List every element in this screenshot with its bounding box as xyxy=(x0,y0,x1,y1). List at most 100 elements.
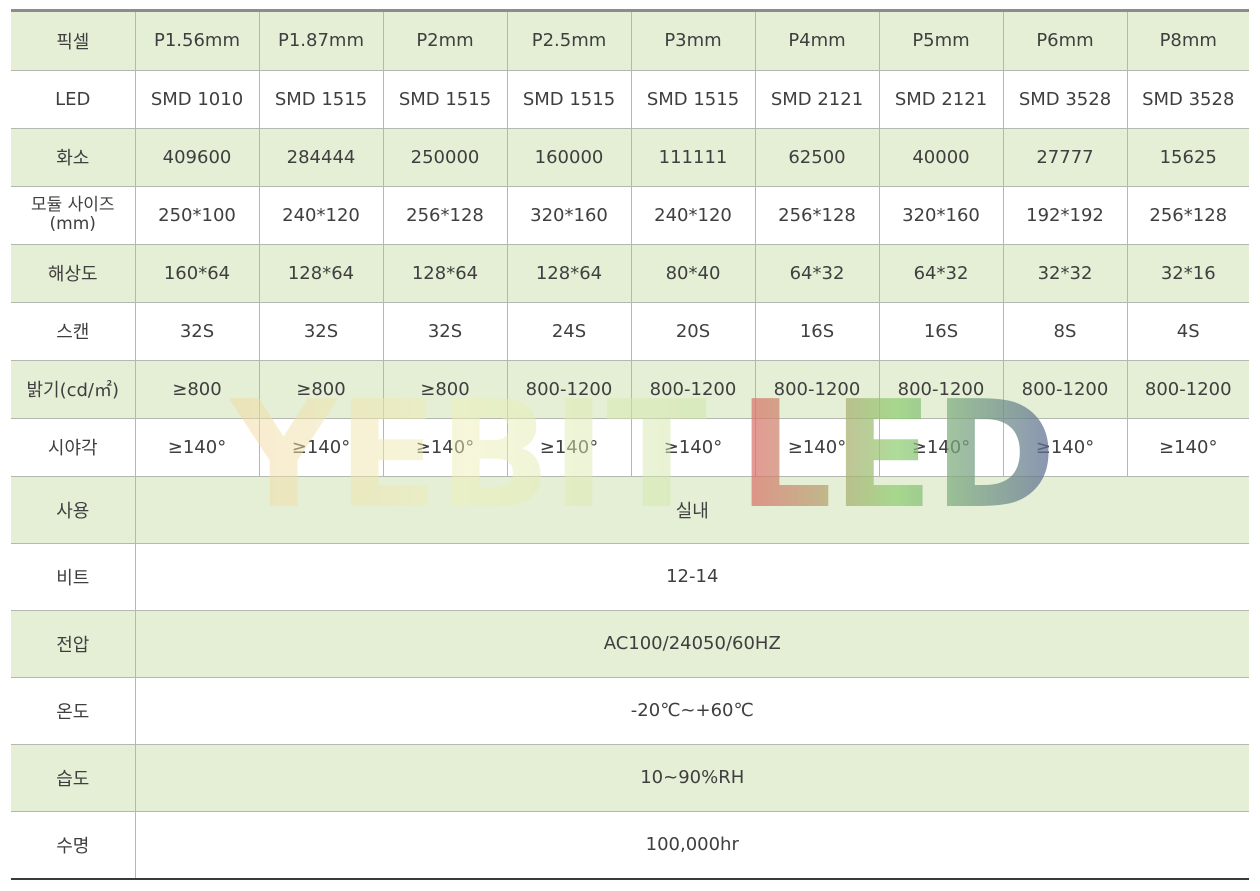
table-cell: 32*32 xyxy=(1002,243,1128,303)
row-label: 전압 xyxy=(11,609,136,678)
table-cell: 800-1200 xyxy=(878,359,1004,419)
table-cell: 8S xyxy=(1002,301,1128,361)
row-viewing-angle: 시야각 ≥140° ≥140° ≥140° ≥140° ≥140° ≥140° … xyxy=(11,417,1249,477)
table-cell: 16S xyxy=(754,301,880,361)
header-row: 픽셀 P1.56mm P1.87mm P2mm P2.5mm P3mm P4mm… xyxy=(11,12,1249,71)
table-cell: ≥140° xyxy=(382,417,508,477)
table-cell: 4S xyxy=(1126,301,1249,361)
row-label: 모듈 사이즈 (mm) xyxy=(11,185,136,245)
table-cell: 250*100 xyxy=(134,185,260,245)
row-label: 해상도 xyxy=(11,243,136,303)
table-cell: 240*120 xyxy=(258,185,384,245)
table-cell: 32S xyxy=(382,301,508,361)
table-cell: 800-1200 xyxy=(630,359,756,419)
row-label: 수명 xyxy=(11,810,136,878)
table-cell: 32*16 xyxy=(1126,243,1249,303)
row-brightness: 밝기(cd/㎡) ≥800 ≥800 ≥800 800-1200 800-120… xyxy=(11,359,1249,419)
table-cell: ≥800 xyxy=(134,359,260,419)
table-cell: 20S xyxy=(630,301,756,361)
table-cell: SMD 2121 xyxy=(754,69,880,129)
header-cell: P2mm xyxy=(382,12,508,71)
table-cell: 80*40 xyxy=(630,243,756,303)
table-cell: 64*32 xyxy=(878,243,1004,303)
table-cell: 160000 xyxy=(506,127,632,187)
table-cell: 32S xyxy=(258,301,384,361)
table-cell: 128*64 xyxy=(506,243,632,303)
row-label: 습도 xyxy=(11,743,136,812)
table-cell: ≥140° xyxy=(258,417,384,477)
table-cell: 320*160 xyxy=(878,185,1004,245)
merged-cell: 10~90%RH xyxy=(134,743,1249,812)
table-cell: SMD 1010 xyxy=(134,69,260,129)
row-label: 사용 xyxy=(11,475,136,544)
row-led: LED SMD 1010 SMD 1515 SMD 1515 SMD 1515 … xyxy=(11,69,1249,129)
row-usage: 사용 실내 xyxy=(11,475,1249,544)
table-cell: ≥800 xyxy=(258,359,384,419)
table-cell: SMD 1515 xyxy=(630,69,756,129)
table-cell: 111111 xyxy=(630,127,756,187)
table-cell: 800-1200 xyxy=(1002,359,1128,419)
header-cell: P1.56mm xyxy=(134,12,260,71)
table-cell: ≥140° xyxy=(630,417,756,477)
row-module-size: 모듈 사이즈 (mm) 250*100 240*120 256*128 320*1… xyxy=(11,185,1249,245)
table-cell: SMD 3528 xyxy=(1002,69,1128,129)
table-cell: 240*120 xyxy=(630,185,756,245)
row-temperature: 온도 -20℃~+60℃ xyxy=(11,676,1249,745)
table-cell: ≥140° xyxy=(1002,417,1128,477)
table-cell: 128*64 xyxy=(258,243,384,303)
header-cell-label: 픽셀 xyxy=(11,12,136,71)
table-cell: 250000 xyxy=(382,127,508,187)
table-cell: 320*160 xyxy=(506,185,632,245)
table-cell: 800-1200 xyxy=(754,359,880,419)
table-cell: ≥140° xyxy=(754,417,880,477)
row-pixels: 화소 409600 284444 250000 160000 111111 62… xyxy=(11,127,1249,187)
header-cell: P8mm xyxy=(1126,12,1249,71)
table-cell: ≥140° xyxy=(878,417,1004,477)
table-cell: SMD 2121 xyxy=(878,69,1004,129)
merged-cell: 12-14 xyxy=(134,542,1249,611)
row-label: 스캔 xyxy=(11,301,136,361)
table-cell: 62500 xyxy=(754,127,880,187)
row-scan: 스캔 32S 32S 32S 24S 20S 16S 16S 8S 4S xyxy=(11,301,1249,361)
merged-cell: 실내 xyxy=(134,475,1249,544)
header-cell: P2.5mm xyxy=(506,12,632,71)
row-bit: 비트 12-14 xyxy=(11,542,1249,611)
table-cell: ≥140° xyxy=(1126,417,1249,477)
header-cell: P3mm xyxy=(630,12,756,71)
table-cell: SMD 3528 xyxy=(1126,69,1249,129)
row-label-line1: 모듈 사이즈 xyxy=(30,195,115,215)
row-label-line2: (mm) xyxy=(49,214,96,234)
table-cell: 800-1200 xyxy=(506,359,632,419)
row-label: 온도 xyxy=(11,676,136,745)
row-label: 시야각 xyxy=(11,417,136,477)
table-cell: ≥140° xyxy=(506,417,632,477)
row-resolution: 해상도 160*64 128*64 128*64 128*64 80*40 64… xyxy=(11,243,1249,303)
table-cell: ≥140° xyxy=(134,417,260,477)
table-cell: ≥800 xyxy=(382,359,508,419)
row-label: 화소 xyxy=(11,127,136,187)
table-cell: 15625 xyxy=(1126,127,1249,187)
table-cell: 800-1200 xyxy=(1126,359,1249,419)
table-cell: 256*128 xyxy=(1126,185,1249,245)
table-cell: SMD 1515 xyxy=(382,69,508,129)
header-cell: P4mm xyxy=(754,12,880,71)
row-humidity: 습도 10~90%RH xyxy=(11,743,1249,812)
table-cell: 27777 xyxy=(1002,127,1128,187)
spec-table-container: 픽셀 P1.56mm P1.87mm P2mm P2.5mm P3mm P4mm… xyxy=(11,9,1249,880)
table-cell: 40000 xyxy=(878,127,1004,187)
row-label: 비트 xyxy=(11,542,136,611)
merged-cell: 100,000hr xyxy=(134,810,1249,878)
table-cell: SMD 1515 xyxy=(258,69,384,129)
row-lifespan: 수명 100,000hr xyxy=(11,810,1249,878)
header-cell: P5mm xyxy=(878,12,1004,71)
table-cell: 256*128 xyxy=(382,185,508,245)
table-cell: 128*64 xyxy=(382,243,508,303)
table-cell: 284444 xyxy=(258,127,384,187)
table-cell: SMD 1515 xyxy=(506,69,632,129)
table-cell: 160*64 xyxy=(134,243,260,303)
table-cell: 16S xyxy=(878,301,1004,361)
table-cell: 409600 xyxy=(134,127,260,187)
table-cell: 24S xyxy=(506,301,632,361)
header-cell: P1.87mm xyxy=(258,12,384,71)
merged-cell: -20℃~+60℃ xyxy=(134,676,1249,745)
